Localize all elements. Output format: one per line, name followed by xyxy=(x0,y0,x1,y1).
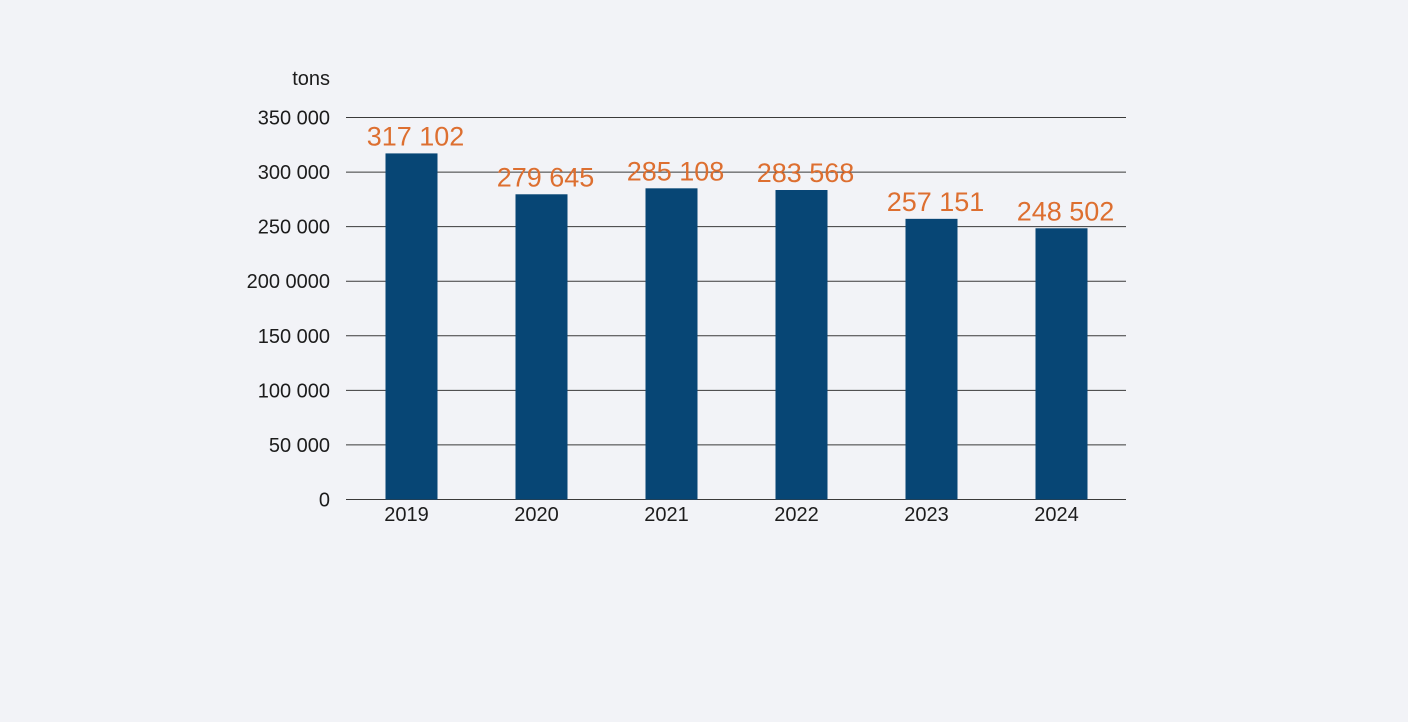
data-label: 317 102 xyxy=(367,121,465,151)
y-tick-label: 50 000 xyxy=(269,435,330,457)
y-axis-tick-labels: 0 50 000 100 000 150 000 200 0000 250 000 300 … xyxy=(247,108,330,512)
data-label: 248 502 xyxy=(1017,196,1115,226)
y-tick-label: 350 000 xyxy=(258,108,330,130)
x-tick-label: 2022 xyxy=(774,504,819,526)
bar xyxy=(905,218,958,500)
data-label: 279 645 xyxy=(497,162,595,192)
y-tick-label: 100 000 xyxy=(258,380,330,402)
data-label: 285 108 xyxy=(627,156,725,186)
data-label: 257 151 xyxy=(887,187,985,217)
bar xyxy=(645,188,698,500)
y-axis-unit-label: tons xyxy=(292,68,330,90)
x-tick-label: 2021 xyxy=(644,504,689,526)
bar xyxy=(385,153,438,500)
y-tick-label: 250 000 xyxy=(258,217,330,239)
x-tick-label: 2019 xyxy=(384,504,429,526)
data-label: 283 568 xyxy=(757,158,855,188)
grid-lines xyxy=(346,117,1126,500)
bar xyxy=(775,190,828,500)
x-axis-tick-labels: 2019 2020 2021 2022 2023 2024 xyxy=(384,504,1079,526)
bar xyxy=(1035,228,1088,500)
y-tick-label: 0 xyxy=(319,490,330,512)
y-tick-label: 200 0000 xyxy=(247,271,330,293)
bars xyxy=(385,153,1088,500)
y-tick-label: 300 000 xyxy=(258,162,330,184)
bar xyxy=(515,194,568,500)
data-labels: 317 102 279 645 285 108 283 568 257 151 248 5… xyxy=(367,121,1115,226)
x-tick-label: 2024 xyxy=(1034,504,1079,526)
x-tick-label: 2020 xyxy=(514,504,559,526)
y-tick-label: 150 000 xyxy=(258,326,330,348)
x-tick-label: 2023 xyxy=(904,504,949,526)
